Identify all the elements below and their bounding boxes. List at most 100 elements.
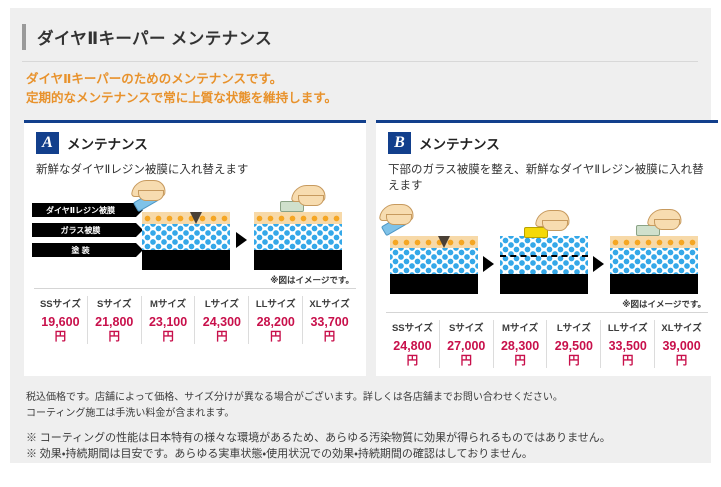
- price-unit: 円: [162, 331, 174, 343]
- note-line-2: コーティング施工は手洗い料金が含まれます。: [26, 408, 235, 419]
- panel-a-description: 新鮮なダイヤⅡレジン被膜に入れ替えます: [36, 164, 249, 176]
- price-size-label: Mサイズ: [150, 299, 187, 310]
- panel-a-image-note: ※図はイメージです。: [270, 275, 354, 285]
- lead-line-2: 定期的なメンテナンスで常に上質な状態を維持します。: [26, 91, 338, 105]
- price-column: XLサイズ 33,700 円: [303, 296, 356, 344]
- paint-layer: [254, 245, 342, 270]
- price-unit: 円: [406, 355, 419, 367]
- glass-layer: [390, 248, 478, 274]
- price-size-label: SSサイズ: [39, 299, 81, 310]
- price-column: LLサイズ 28,200 円: [249, 296, 304, 344]
- resin-layer: [142, 212, 230, 224]
- layer-label-resin: ダイヤⅡレジン被膜: [32, 203, 143, 217]
- price-unit: 円: [621, 355, 634, 367]
- panel-a-diagram: ダイヤⅡレジン被膜 ガラス被膜 塗 装: [24, 180, 366, 285]
- panel-b-stage-2: [500, 210, 588, 294]
- price-column: LLサイズ 33,500 円: [601, 320, 656, 368]
- panel-b-diagram: ※図はイメージです。: [376, 200, 718, 309]
- paint-layer: [390, 269, 478, 294]
- content-area: ダイヤⅡキーパー メンテナンス ダイヤⅡキーパーのためのメンテナンスです。 定期…: [10, 8, 718, 463]
- page-title-row: ダイヤⅡキーパー メンテナンス: [22, 22, 272, 52]
- panel-b-price-divider: [386, 312, 708, 313]
- glass-layer: [610, 248, 698, 274]
- title-accent-bar: [22, 24, 26, 50]
- panel-a-layer-labels: ダイヤⅡレジン被膜 ガラス被膜 塗 装: [32, 203, 143, 263]
- price-unit: 円: [54, 331, 67, 343]
- title-divider: [22, 61, 698, 62]
- yellow-pad-icon: [524, 227, 548, 238]
- resin-layer: [390, 236, 478, 248]
- hand-icon: [642, 209, 684, 235]
- layer-label-glass: ガラス被膜: [32, 223, 143, 237]
- price-column: XLサイズ 39,000 円: [655, 320, 708, 368]
- price-unit: 円: [460, 355, 472, 367]
- damage-chip-icon: [438, 236, 450, 248]
- hand-icon: [286, 185, 328, 211]
- price-unit: 円: [216, 331, 228, 343]
- panel-a-header: A メンテナンス: [24, 123, 366, 154]
- price-amount: 27,000: [447, 339, 486, 353]
- price-size-label: XLサイズ: [309, 299, 350, 310]
- price-column: SSサイズ 24,800 円: [386, 320, 440, 368]
- price-unit: 円: [568, 355, 580, 367]
- panel-a-price-table: SSサイズ 19,600 円 Sサイズ 21,800 円 Mサイズ 23,100…: [34, 296, 356, 344]
- price-amount: 33,700: [310, 315, 349, 329]
- price-amount: 24,300: [202, 315, 242, 329]
- price-column: Lサイズ 29,500 円: [547, 320, 602, 368]
- paint-layer: [610, 269, 698, 294]
- price-amount: 29,500: [554, 339, 594, 353]
- panel-maintenance-a: A メンテナンス 新鮮なダイヤⅡレジン被膜に入れ替えます ダイヤⅡレジン被膜 ガ…: [24, 120, 366, 376]
- panel-b-title: メンテナンス: [419, 137, 500, 152]
- note-line-4: ※ 効果・持続期間は目安です。あらゆる実車状態・使用状況での効果・持続期間の確認…: [26, 448, 533, 460]
- badge-b-icon: B: [388, 132, 411, 154]
- price-size-label: Lサイズ: [556, 323, 591, 334]
- price-amount: 19,600: [41, 315, 80, 329]
- price-column: Mサイズ 23,100 円: [142, 296, 196, 344]
- glass-layer: [254, 224, 342, 250]
- panel-a-stage-2: [254, 185, 342, 270]
- maintenance-panels: A メンテナンス 新鮮なダイヤⅡレジン被膜に入れ替えます ダイヤⅡレジン被膜 ガ…: [24, 120, 718, 376]
- price-amount: 28,300: [500, 339, 540, 353]
- layer-label-paint: 塗 装: [32, 243, 143, 257]
- panel-a-title: メンテナンス: [67, 137, 148, 152]
- page-title: ダイヤⅡキーパー メンテナンス: [37, 30, 272, 48]
- hand-icon: [126, 180, 168, 206]
- note-line-3: ※ コーティングの性能は日本特有の様々な環境があるため、あらゆる汚染物質に効果が…: [26, 432, 611, 444]
- lead-line-1: ダイヤⅡキーパーのためのメンテナンスです。: [26, 72, 283, 86]
- resin-layer: [610, 236, 698, 248]
- price-size-label: Mサイズ: [502, 323, 539, 334]
- price-amount: 39,000: [662, 339, 701, 353]
- panel-b-stage-1: [378, 204, 478, 294]
- price-amount: 28,200: [256, 315, 295, 329]
- price-unit: 円: [323, 331, 336, 343]
- panel-b-price-table: SSサイズ 24,800 円 Sサイズ 27,000 円 Mサイズ 28,300…: [386, 320, 708, 368]
- price-size-label: LLサイズ: [255, 299, 296, 310]
- resin-layer: [254, 212, 342, 224]
- price-unit: 円: [514, 355, 526, 367]
- price-column: Sサイズ 21,800 円: [88, 296, 142, 344]
- panel-b-header: B メンテナンス: [376, 123, 718, 154]
- price-column: Sサイズ 27,000 円: [440, 320, 494, 368]
- footer-notes: 税込価格です。店舗によって価格、サイズ分けが異なる場合がございます。詳しくは各店…: [26, 390, 696, 462]
- price-size-label: Sサイズ: [448, 323, 484, 334]
- panel-a-stage-1: [130, 180, 230, 270]
- price-amount: 23,100: [148, 315, 188, 329]
- price-size-label: Lサイズ: [204, 299, 239, 310]
- price-size-label: Sサイズ: [96, 299, 132, 310]
- paint-layer: [500, 269, 588, 294]
- price-column: SSサイズ 19,600 円: [34, 296, 88, 344]
- price-amount: 21,800: [95, 315, 134, 329]
- price-size-label: XLサイズ: [661, 323, 702, 334]
- price-unit: 円: [108, 331, 120, 343]
- polish-line-marker: [500, 255, 588, 257]
- badge-a-icon: A: [36, 132, 59, 154]
- damage-chip-icon: [190, 212, 202, 224]
- price-amount: 24,800: [393, 339, 432, 353]
- paint-layer: [142, 245, 230, 270]
- panel-b-arrow-2: [593, 256, 604, 272]
- price-amount: 33,500: [608, 339, 647, 353]
- price-size-label: SSサイズ: [391, 323, 433, 334]
- panel-maintenance-b: B メンテナンス 下部のガラス被膜を整え、新鮮なダイヤⅡレジン被膜に入れ替えます: [376, 120, 718, 376]
- panel-b-image-note: ※図はイメージです。: [622, 299, 706, 309]
